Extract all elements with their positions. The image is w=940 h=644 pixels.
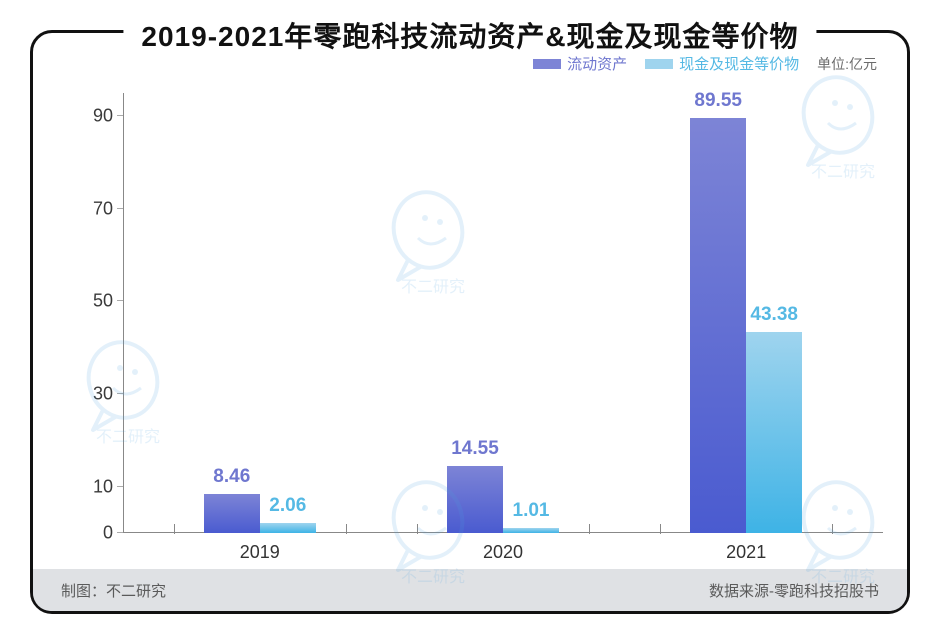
y-tick-label: 50 xyxy=(73,291,113,312)
bar-series2: 1.01 xyxy=(503,528,559,533)
y-tick-label: 90 xyxy=(73,106,113,127)
x-tick-label: 2019 xyxy=(240,542,280,563)
bar-value-label: 8.46 xyxy=(213,466,250,488)
bar-series1: 89.55 xyxy=(690,118,746,533)
bar-value-label: 89.55 xyxy=(694,90,742,112)
bar-value-label: 43.38 xyxy=(750,304,798,326)
bar-series2: 43.38 xyxy=(746,332,802,533)
legend-label-series2: 现金及现金等价物 xyxy=(679,53,799,74)
y-tick-label: 10 xyxy=(73,476,113,497)
x-tick-label: 2020 xyxy=(483,542,523,563)
bar-value-label: 2.06 xyxy=(269,495,306,517)
plot-area: 010305070908.462.06201914.551.01202089.5… xyxy=(123,93,883,533)
y-tick-label: 70 xyxy=(73,198,113,219)
legend-item-series1: 流动资产 xyxy=(533,53,627,74)
chart-title: 2019-2021年零跑科技流动资产&现金及现金等价物 xyxy=(141,21,798,52)
bar-series1: 8.46 xyxy=(204,494,260,533)
bar-series1: 14.55 xyxy=(447,466,503,533)
y-axis xyxy=(123,93,124,533)
footer-left: 制图：不二研究 xyxy=(61,580,166,601)
y-tick-label: 30 xyxy=(73,384,113,405)
bar-value-label: 1.01 xyxy=(513,500,550,522)
legend-swatch-series1 xyxy=(533,59,561,69)
unit-label: 单位:亿元 xyxy=(817,54,877,74)
legend-item-series2: 现金及现金等价物 xyxy=(645,53,799,74)
y-tick-label: 0 xyxy=(73,523,113,544)
x-tick-label: 2021 xyxy=(726,542,766,563)
footer-bar: 制图：不二研究 数据来源-零跑科技招股书 xyxy=(33,569,907,611)
bar-value-label: 14.55 xyxy=(451,438,499,460)
legend-swatch-series2 xyxy=(645,59,673,69)
footer-right: 数据来源-零跑科技招股书 xyxy=(709,580,879,601)
legend-label-series1: 流动资产 xyxy=(567,53,627,74)
title-container: 2019-2021年零跑科技流动资产&现金及现金等价物 xyxy=(123,15,816,55)
bar-series2: 2.06 xyxy=(260,523,316,533)
legend: 流动资产 现金及现金等价物 单位:亿元 xyxy=(533,53,877,74)
bar-group: 89.5543.38 xyxy=(690,118,802,533)
bar-group: 8.462.06 xyxy=(204,494,316,533)
chart-frame: 2019-2021年零跑科技流动资产&现金及现金等价物 流动资产 现金及现金等价… xyxy=(30,30,910,614)
bar-group: 14.551.01 xyxy=(447,466,559,533)
